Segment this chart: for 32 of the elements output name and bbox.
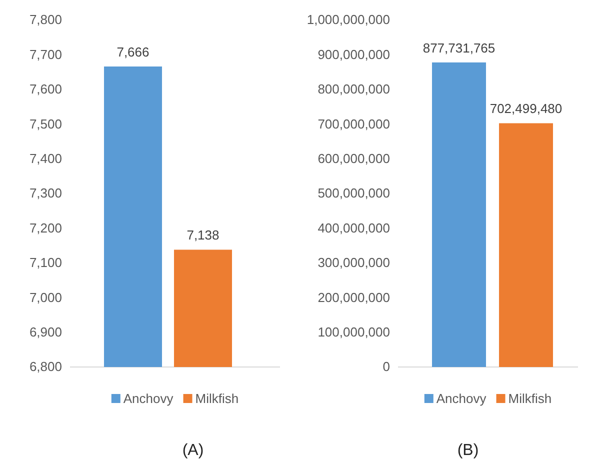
y-tick-label: 800,000,000 [318, 82, 390, 97]
x-axis-title: (B) [457, 442, 479, 459]
y-tick-label: 7,500 [29, 116, 62, 132]
y-tick-label: 7,800 [29, 12, 62, 28]
legend-label: Anchovy [436, 391, 487, 406]
y-tick-label: 0 [382, 359, 390, 374]
y-tick-label: 7,000 [29, 290, 62, 305]
y-tick-label: 1,000,000,000 [306, 12, 390, 28]
y-tick-label: 7,400 [29, 150, 62, 166]
y-tick-label: 6,900 [29, 324, 62, 340]
data-label: 877,731,765 [422, 40, 496, 56]
legend-label: Anchovy [123, 391, 174, 406]
x-axis-title: (A) [182, 442, 204, 459]
y-tick-label: 7,600 [29, 82, 62, 97]
y-tick-label: 7,700 [29, 46, 62, 62]
y-tick-label: 200,000,000 [318, 290, 390, 305]
y-tick-label: 700,000,000 [318, 116, 390, 132]
y-tick-label: 900,000,000 [318, 46, 390, 62]
data-label: 7,138 [186, 228, 220, 243]
y-tick-label: 100,000,000 [318, 324, 390, 340]
y-tick-label: 7,200 [29, 220, 62, 236]
data-label: 7,666 [116, 44, 150, 60]
y-tick-label: 7,300 [29, 186, 62, 201]
y-tick-label: 500,000,000 [318, 186, 390, 201]
data-label: 702,499,480 [490, 101, 562, 116]
legend-label: Milkfish [195, 391, 239, 406]
y-tick-label: 6,800 [29, 359, 62, 374]
legend-label: Milkfish [508, 391, 552, 406]
y-tick-label: 600,000,000 [318, 150, 390, 166]
y-tick-label: 400,000,000 [318, 220, 390, 236]
y-tick-label: 7,100 [29, 255, 62, 270]
y-tick-label: 300,000,000 [318, 255, 390, 270]
